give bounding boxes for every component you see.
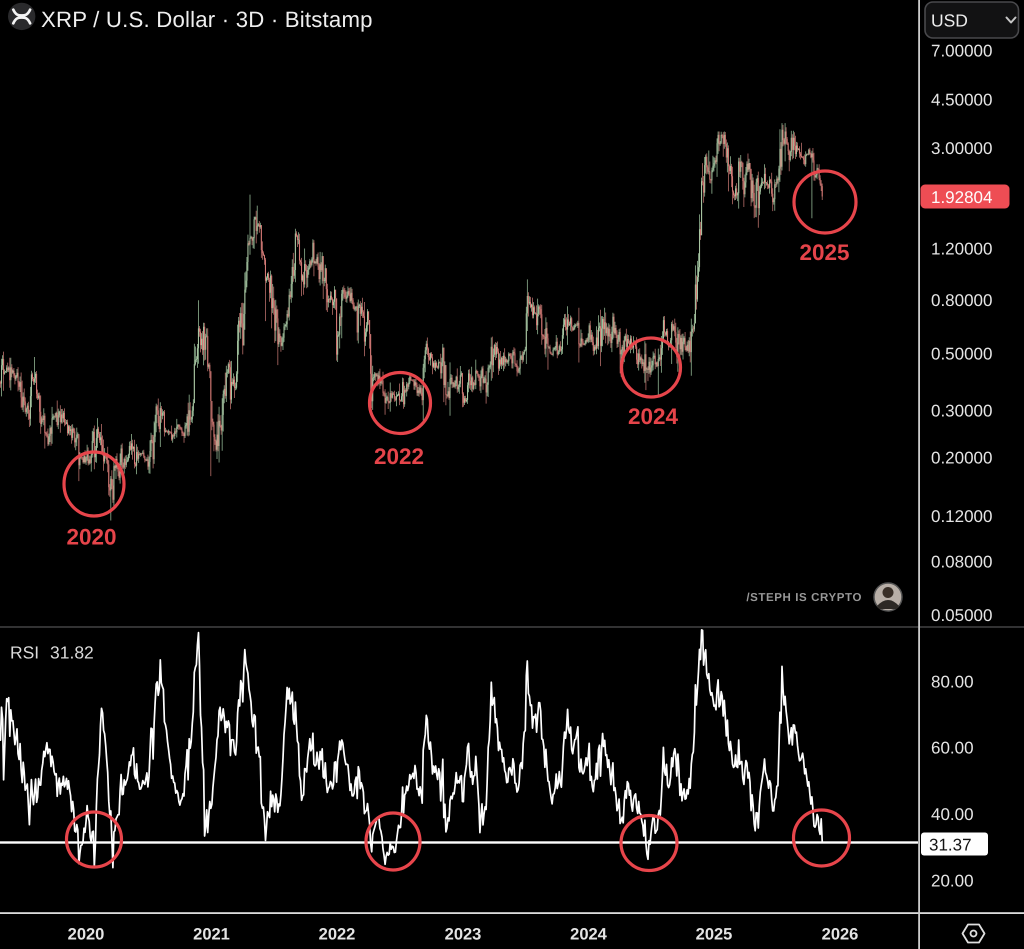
svg-text:20.00: 20.00 — [931, 872, 974, 891]
svg-text:XRP / U.S. Dollar · 3D · Bitst: XRP / U.S. Dollar · 3D · Bitstamp — [41, 7, 373, 32]
svg-text:0.50000: 0.50000 — [931, 344, 992, 363]
svg-text:2026: 2026 — [822, 926, 859, 944]
svg-text:2021: 2021 — [193, 926, 230, 944]
svg-text:0.12000: 0.12000 — [931, 507, 992, 526]
svg-text:2020: 2020 — [66, 525, 116, 550]
svg-text:60.00: 60.00 — [931, 739, 974, 758]
svg-text:2022: 2022 — [319, 926, 356, 944]
svg-text:3.00000: 3.00000 — [931, 139, 992, 158]
svg-text:1.92804: 1.92804 — [931, 188, 992, 207]
svg-text:RSI: RSI — [10, 643, 39, 663]
svg-text:2025: 2025 — [799, 240, 849, 265]
svg-text:31.82: 31.82 — [50, 643, 94, 663]
svg-text:1.20000: 1.20000 — [931, 240, 992, 259]
svg-text:USD: USD — [931, 11, 968, 31]
svg-text:0.08000: 0.08000 — [931, 552, 992, 571]
svg-text:80.00: 80.00 — [931, 673, 974, 692]
svg-text:31.37: 31.37 — [929, 836, 972, 855]
svg-text:4.50000: 4.50000 — [931, 91, 992, 110]
svg-text:2024: 2024 — [628, 404, 679, 429]
svg-text:0.30000: 0.30000 — [931, 401, 992, 420]
svg-text:2025: 2025 — [696, 926, 733, 944]
svg-text:/STEPH IS CRYPTO: /STEPH IS CRYPTO — [746, 592, 862, 604]
svg-text:7.00000: 7.00000 — [931, 42, 992, 61]
svg-text:2022: 2022 — [374, 444, 424, 469]
svg-text:2024: 2024 — [570, 926, 608, 944]
svg-text:40.00: 40.00 — [931, 805, 974, 824]
svg-text:0.20000: 0.20000 — [931, 448, 992, 467]
svg-text:2023: 2023 — [445, 926, 482, 944]
svg-text:2020: 2020 — [68, 926, 105, 944]
svg-text:0.05000: 0.05000 — [931, 606, 992, 625]
svg-text:0.80000: 0.80000 — [931, 291, 992, 310]
